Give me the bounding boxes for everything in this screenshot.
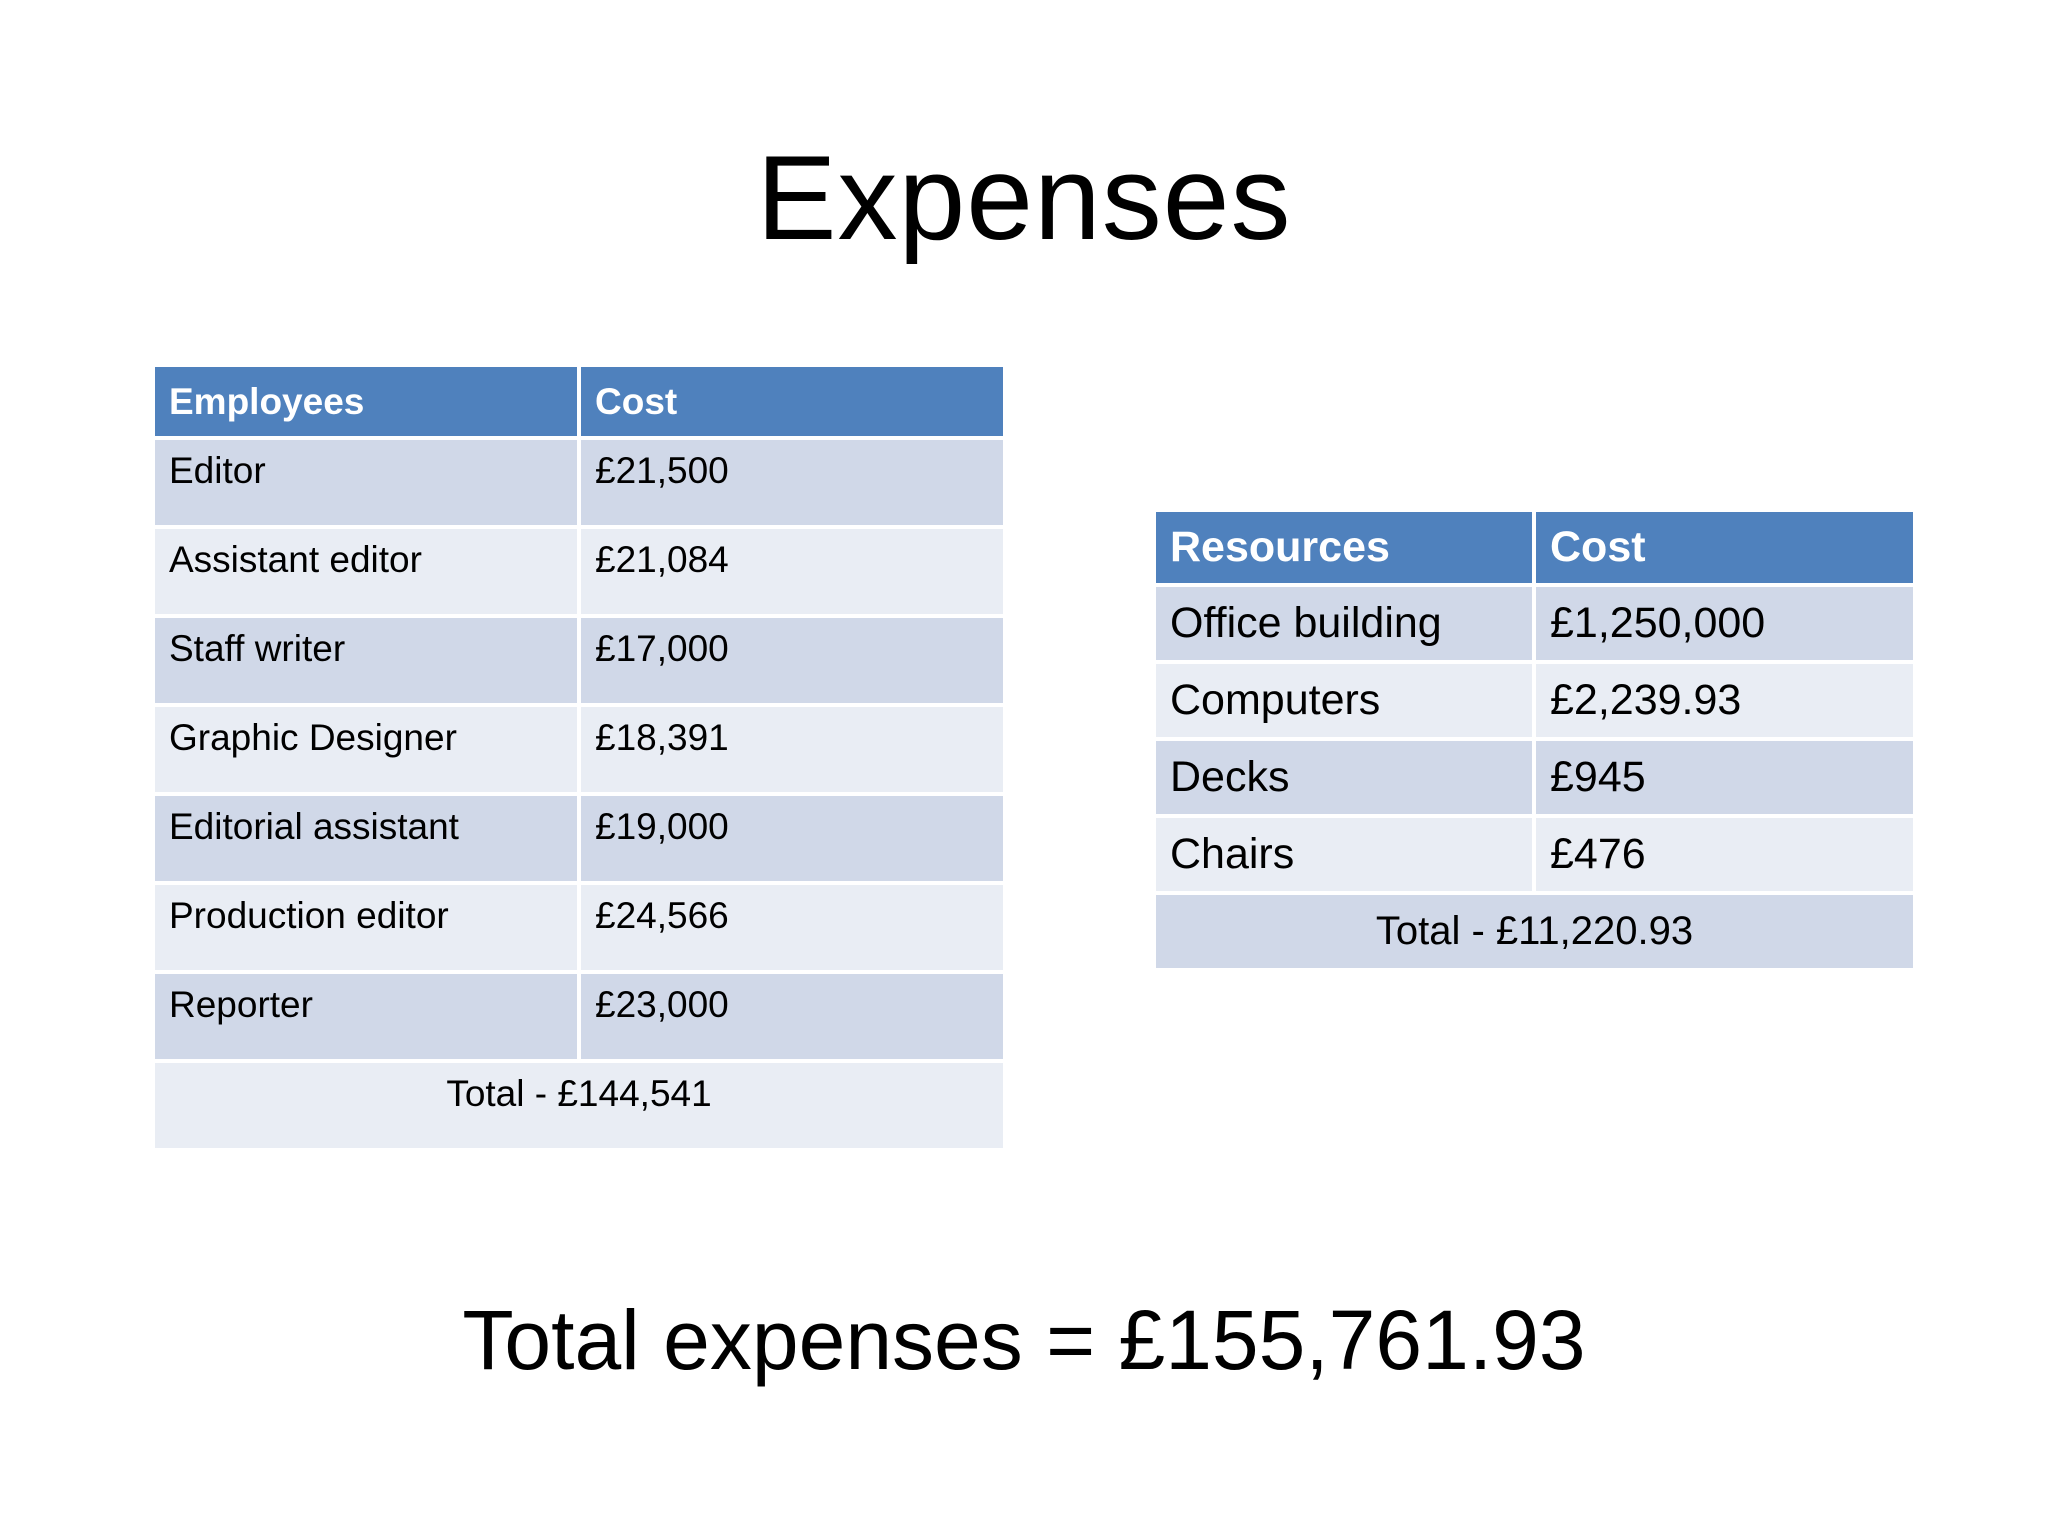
resources-column-header: Resources xyxy=(1156,512,1532,583)
table-row: Decks £945 xyxy=(1156,741,1913,814)
table-header-row: Resources Cost xyxy=(1156,512,1913,583)
slide-title: Expenses xyxy=(756,131,1292,265)
employee-cost-cell: £19,000 xyxy=(581,796,1003,881)
employee-name-cell: Staff writer xyxy=(155,618,577,703)
resource-cost-cell: £945 xyxy=(1536,741,1913,814)
resource-name-cell: Computers xyxy=(1156,664,1532,737)
resource-name-cell: Office building xyxy=(1156,587,1532,660)
employees-column-header: Employees xyxy=(155,367,577,436)
table-row: Production editor £24,566 xyxy=(155,885,1003,970)
employee-cost-cell: £17,000 xyxy=(581,618,1003,703)
resources-table: Resources Cost Office building £1,250,00… xyxy=(1152,508,1917,972)
table-total-row: Total - £11,220.93 xyxy=(1156,895,1913,968)
employee-cost-cell: £24,566 xyxy=(581,885,1003,970)
employee-name-cell: Reporter xyxy=(155,974,577,1059)
resource-cost-cell: £1,250,000 xyxy=(1536,587,1913,660)
employees-total: Total - £144,541 xyxy=(155,1063,1003,1148)
employee-cost-cell: £21,500 xyxy=(581,440,1003,525)
employee-cost-cell: £18,391 xyxy=(581,707,1003,792)
table-row: Assistant editor £21,084 xyxy=(155,529,1003,614)
employee-name-cell: Production editor xyxy=(155,885,577,970)
employee-name-cell: Graphic Designer xyxy=(155,707,577,792)
table-row: Office building £1,250,000 xyxy=(1156,587,1913,660)
resource-cost-cell: £2,239.93 xyxy=(1536,664,1913,737)
table-row: Graphic Designer £18,391 xyxy=(155,707,1003,792)
cost-column-header: Cost xyxy=(581,367,1003,436)
table-header-row: Employees Cost xyxy=(155,367,1003,436)
employee-cost-cell: £21,084 xyxy=(581,529,1003,614)
employee-name-cell: Editorial assistant xyxy=(155,796,577,881)
resource-name-cell: Decks xyxy=(1156,741,1532,814)
cost-column-header: Cost xyxy=(1536,512,1913,583)
table-row: Staff writer £17,000 xyxy=(155,618,1003,703)
table-row: Editor £21,500 xyxy=(155,440,1003,525)
grand-total: Total expenses = £155,761.93 xyxy=(462,1293,1586,1387)
employee-name-cell: Editor xyxy=(155,440,577,525)
employee-name-cell: Assistant editor xyxy=(155,529,577,614)
employees-table: Employees Cost Editor £21,500 Assistant … xyxy=(151,363,1007,1152)
table-row: Reporter £23,000 xyxy=(155,974,1003,1059)
employee-cost-cell: £23,000 xyxy=(581,974,1003,1059)
resource-name-cell: Chairs xyxy=(1156,818,1532,891)
table-row: Computers £2,239.93 xyxy=(1156,664,1913,737)
table-row: Chairs £476 xyxy=(1156,818,1913,891)
resource-cost-cell: £476 xyxy=(1536,818,1913,891)
resources-total: Total - £11,220.93 xyxy=(1156,895,1913,968)
table-total-row: Total - £144,541 xyxy=(155,1063,1003,1148)
table-row: Editorial assistant £19,000 xyxy=(155,796,1003,881)
